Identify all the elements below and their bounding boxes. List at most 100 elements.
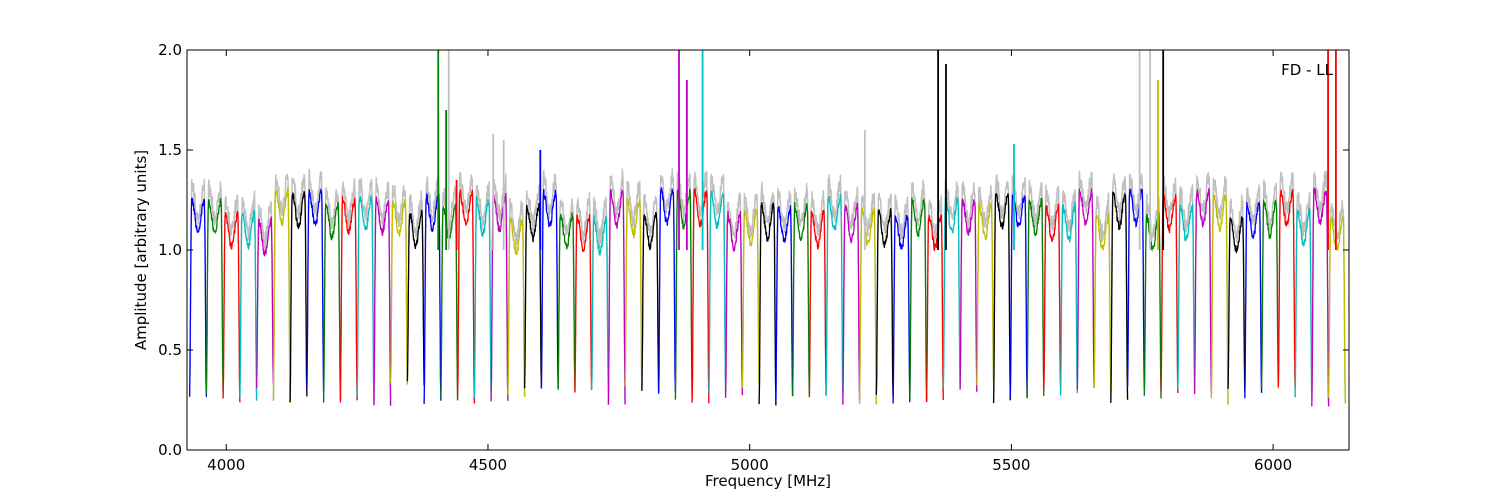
channel-trace (1210, 194, 1229, 405)
channel-trace (1260, 198, 1279, 389)
background-trace (1227, 193, 1246, 393)
background-trace (808, 190, 827, 396)
channel-trace (741, 208, 760, 388)
channel-trace (356, 195, 375, 399)
background-trace (976, 184, 995, 386)
channel-trace (456, 189, 476, 404)
channel-trace (289, 191, 308, 403)
background-trace (724, 192, 744, 398)
background-trace (825, 174, 844, 396)
channel-trace (523, 202, 543, 389)
x-tick-label: 5000 (731, 456, 769, 474)
channel-trace (239, 210, 258, 401)
background-trace (1009, 175, 1028, 398)
background-trace (858, 192, 878, 405)
channel-trace (1244, 200, 1263, 399)
series-layer (188, 187, 1346, 407)
background-trace (574, 192, 593, 393)
channel-trace (708, 190, 727, 394)
y-axis-title: Amplitude [arbitrary units] (132, 150, 150, 350)
channel-trace (389, 199, 409, 385)
channel-trace (641, 211, 660, 392)
channel-trace (574, 213, 593, 393)
channel-trace (1059, 201, 1078, 396)
background-trace (473, 181, 492, 399)
channel-trace (1193, 188, 1212, 395)
channel-trace (406, 208, 425, 386)
background-trace (1244, 184, 1263, 399)
channel-trace (808, 209, 827, 396)
channel-trace (590, 215, 610, 395)
background-trace (925, 195, 945, 402)
channel-trace (657, 187, 677, 394)
channel-trace (976, 201, 995, 386)
background-trace (222, 194, 241, 403)
y-tick-label: 1.0 (158, 241, 182, 259)
plot-background (187, 50, 1349, 450)
background-trace (741, 193, 760, 388)
channel-trace (473, 195, 492, 399)
background-trace (188, 178, 208, 397)
channel-trace (507, 216, 526, 397)
channel-trace (842, 202, 861, 405)
channel-trace (255, 216, 275, 388)
x-tick-label: 5500 (992, 456, 1030, 474)
background-trace (775, 187, 794, 402)
channel-trace (1126, 188, 1145, 389)
background-trace (255, 199, 275, 388)
background-trace (691, 170, 710, 404)
background-trace (1026, 179, 1045, 399)
background-trace (1093, 192, 1112, 393)
background-trace-layer (188, 168, 1347, 407)
channel-trace (674, 187, 693, 400)
chart-annotation: FD - LL (1281, 61, 1333, 79)
background-trace (607, 168, 626, 405)
background-trace (540, 169, 559, 389)
background-trace (791, 182, 811, 398)
background-trace (909, 180, 928, 403)
channel-trace (1009, 194, 1028, 398)
x-tick-label: 6000 (1254, 456, 1292, 474)
y-axis-ticks: 0.0 0.5 1.0 1.5 2.0 (158, 41, 1349, 459)
channel-trace (1311, 187, 1330, 407)
background-trace (507, 197, 526, 397)
y-tick-label: 2.0 (158, 41, 182, 59)
channel-trace (272, 187, 291, 404)
background-trace (992, 174, 1012, 404)
channel-trace (825, 193, 844, 396)
background-trace (1043, 184, 1062, 391)
channel-trace (1110, 191, 1129, 403)
background-trace (657, 168, 677, 394)
background-trace (389, 185, 409, 385)
y-tick-label: 0.0 (158, 441, 182, 459)
background-trace (1110, 173, 1129, 403)
channel-trace (791, 202, 811, 398)
channel-trace (557, 212, 576, 390)
channel-trace (775, 205, 794, 402)
channel-trace (909, 197, 928, 403)
channel-trace (306, 187, 325, 394)
channel-trace (1177, 203, 1196, 389)
background-trace (339, 178, 358, 403)
background-trace (1260, 179, 1280, 389)
channel-trace (858, 207, 877, 405)
background-trace (1311, 170, 1330, 407)
channel-trace (992, 193, 1011, 404)
background-trace (624, 180, 643, 387)
background-trace (875, 191, 894, 399)
channel-trace (339, 195, 358, 403)
background-trace (641, 193, 660, 392)
background-trace (205, 179, 224, 394)
background-trace (1327, 200, 1347, 404)
channel-trace (925, 214, 944, 402)
channel-trace (875, 207, 894, 399)
background-trace (306, 168, 325, 394)
channel-trace (1294, 207, 1313, 399)
background-trace (356, 177, 375, 399)
background-trace (842, 186, 861, 405)
channel-trace (1227, 216, 1246, 393)
x-tick-label: 4500 (469, 456, 507, 474)
background-trace (456, 171, 476, 404)
channel-trace (1327, 216, 1346, 404)
